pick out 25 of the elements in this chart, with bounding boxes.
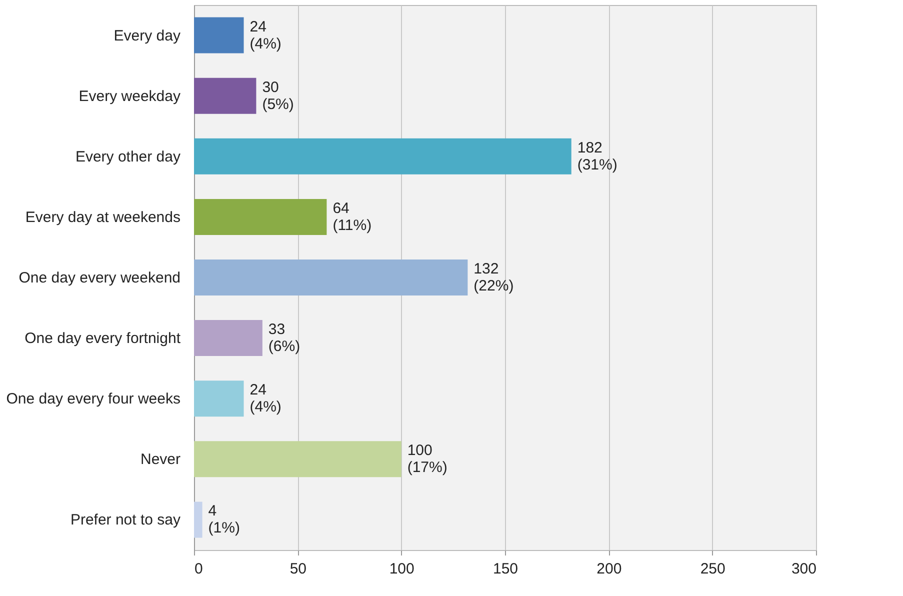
y-tick-label: Every day at weekends xyxy=(25,208,180,226)
data-label: 30 (5%) xyxy=(262,78,294,113)
y-tick-label: Every day xyxy=(114,27,181,44)
y-tick-label: Never xyxy=(140,451,180,468)
data-label: 24 (4%) xyxy=(250,382,282,416)
y-tick-label: One day every weekend xyxy=(18,270,180,286)
data-label: 24 (4%) xyxy=(250,18,282,52)
data-label: 33 (6%) xyxy=(268,321,300,356)
x-tick-label: 100 xyxy=(389,560,414,578)
y-tick-label: One day every fortnight xyxy=(24,330,182,348)
data-label: 100 (17%) xyxy=(407,442,448,476)
x-tick-label: 300 xyxy=(791,560,816,578)
x-tick-label: 0 xyxy=(194,560,203,578)
x-tick-label: 150 xyxy=(492,560,518,578)
x-tick-label: 200 xyxy=(596,560,622,578)
data-label: 132 (22%) xyxy=(474,260,514,294)
y-tick-label: Every other day xyxy=(75,148,181,166)
x-tick-label: 50 xyxy=(290,560,307,578)
data-label: 64 (11%) xyxy=(332,200,372,234)
data-label: 4 (1%) xyxy=(208,502,240,537)
y-tick-label: Prefer not to say xyxy=(70,512,181,529)
data-label: 182 (31%) xyxy=(577,139,618,174)
y-tick-label: One day every four weeks xyxy=(6,390,180,408)
y-tick-label: Every weekday xyxy=(78,88,181,105)
x-tick-label: 250 xyxy=(700,560,726,578)
